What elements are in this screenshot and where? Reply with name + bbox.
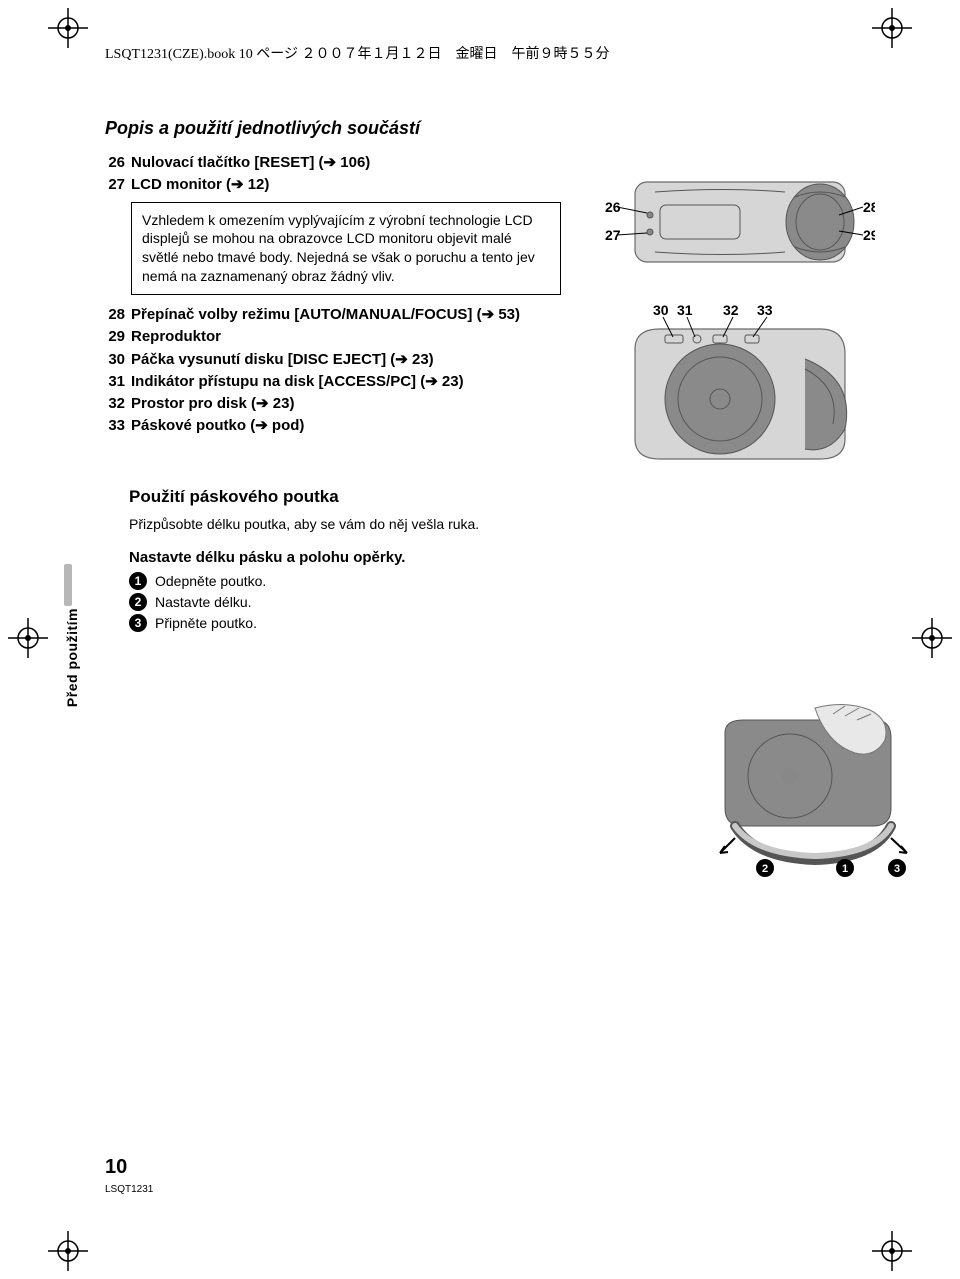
item-text: Nulovací tlačítko [RESET] (➔ 106)	[131, 153, 585, 173]
step-number-icon: 2	[129, 593, 147, 611]
steps-title: Nastavte délku pásku a polohu opěrky.	[129, 549, 875, 566]
sub-heading: Použití páskového poutka	[129, 487, 875, 507]
item-number: 28	[105, 305, 131, 325]
list-item: 27 LCD monitor (➔ 12)	[105, 175, 585, 195]
doc-id: LSQT1231	[105, 1184, 153, 1195]
item-text: LCD monitor (➔ 12)	[131, 175, 585, 195]
body-text: Přizpůsobte délku poutka, aby se vám do …	[129, 515, 875, 535]
item-number: 27	[105, 175, 131, 195]
item-number: 32	[105, 394, 131, 414]
svg-text:28: 28	[863, 199, 875, 215]
section-title: Popis a použití jednotlivých součástí	[105, 118, 875, 139]
item-number: 33	[105, 416, 131, 436]
list-item: 31 Indikátor přístupu na disk [ACCESS/PC…	[105, 372, 585, 392]
item-text: Indikátor přístupu na disk [ACCESS/PC] (…	[131, 372, 585, 392]
svg-text:1: 1	[842, 863, 848, 875]
svg-text:26: 26	[605, 199, 621, 215]
svg-text:29: 29	[863, 227, 875, 243]
crop-mark-br	[872, 1231, 912, 1271]
item-number: 29	[105, 327, 131, 347]
list-item: 29 Reproduktor	[105, 327, 585, 347]
svg-text:27: 27	[605, 227, 621, 243]
side-tab-label: Před použitím	[64, 608, 80, 707]
svg-text:33: 33	[757, 302, 773, 318]
list-item: 33 Páskové poutko (➔ pod)	[105, 416, 585, 436]
step-number-icon: 3	[129, 614, 147, 632]
step-text: Odepněte poutko.	[155, 573, 266, 589]
camera-top-illustration: 26 27 28 29	[605, 157, 875, 287]
note-box: Vzhledem k omezením vyplývajícím z výrob…	[131, 202, 561, 296]
crop-mark-bl	[48, 1231, 88, 1271]
step-text: Připněte poutko.	[155, 615, 257, 631]
list-item: 32 Prostor pro disk (➔ 23)	[105, 394, 585, 414]
item-text: Reproduktor	[131, 327, 585, 347]
crop-mark-tr	[872, 8, 912, 48]
crop-mark-mr	[912, 618, 952, 658]
list-item: 30 Páčka vysunutí disku [DISC EJECT] (➔ …	[105, 350, 585, 370]
step-number-icon: 1	[129, 572, 147, 590]
crop-mark-tl	[48, 8, 88, 48]
step-row: 3 Připněte poutko.	[129, 614, 875, 632]
item-text: Prostor pro disk (➔ 23)	[131, 394, 585, 414]
step-row: 2 Nastavte délku.	[129, 593, 875, 611]
side-tab: Před použitím	[64, 564, 86, 724]
item-number: 26	[105, 153, 131, 173]
list-item: 28 Přepínač volby režimu [AUTO/MANUAL/FO…	[105, 305, 585, 325]
svg-text:31: 31	[677, 302, 693, 318]
svg-text:30: 30	[653, 302, 669, 318]
header-line: LSQT1231(CZE).book 10 ページ ２００７年１月１２日 金曜日…	[105, 43, 609, 63]
svg-text:2: 2	[762, 863, 768, 875]
svg-text:3: 3	[894, 863, 900, 875]
item-number: 31	[105, 372, 131, 392]
hand-strap-illustration: 2 1 3	[665, 698, 960, 878]
camera-rear-illustration: 30 31 32 33	[605, 299, 875, 459]
item-number: 30	[105, 350, 131, 370]
page-number: 10	[105, 1156, 127, 1179]
item-text: Páskové poutko (➔ pod)	[131, 416, 585, 436]
step-row: 1 Odepněte poutko.	[129, 572, 875, 590]
item-text: Páčka vysunutí disku [DISC EJECT] (➔ 23)	[131, 350, 585, 370]
step-text: Nastavte délku.	[155, 594, 252, 610]
list-item: 26 Nulovací tlačítko [RESET] (➔ 106)	[105, 153, 585, 173]
item-text: Přepínač volby režimu [AUTO/MANUAL/FOCUS…	[131, 305, 585, 325]
svg-text:32: 32	[723, 302, 739, 318]
crop-mark-ml	[8, 618, 48, 658]
